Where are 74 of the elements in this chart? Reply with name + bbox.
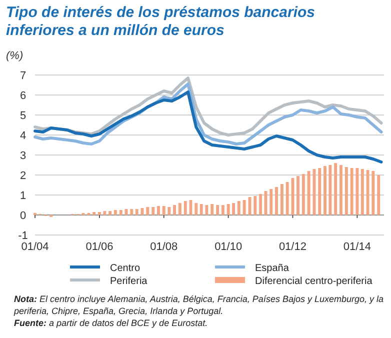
bar bbox=[264, 191, 268, 215]
bar bbox=[194, 203, 198, 215]
y-tick-label: 1 bbox=[20, 190, 26, 202]
bar bbox=[168, 207, 171, 215]
bar bbox=[372, 171, 375, 215]
bar bbox=[178, 203, 182, 215]
bar bbox=[356, 168, 359, 215]
bar bbox=[334, 163, 338, 215]
bar bbox=[242, 200, 246, 215]
bar bbox=[350, 168, 354, 215]
bar bbox=[216, 205, 220, 215]
x-tick-label: 01/04 bbox=[21, 241, 49, 253]
x-tick-label: 01/10 bbox=[214, 241, 242, 253]
bar bbox=[200, 204, 203, 215]
bar bbox=[318, 168, 322, 215]
bar bbox=[291, 178, 294, 215]
y-tick-label: 5 bbox=[20, 110, 26, 122]
bar bbox=[328, 165, 332, 215]
bar bbox=[254, 196, 257, 215]
source-note: Fuente: a partir de datos del BCE y de Eurostat. bbox=[14, 318, 208, 328]
legend-label: Diferencial centro-periferia bbox=[255, 276, 373, 287]
bar bbox=[366, 170, 370, 215]
bar bbox=[157, 206, 160, 215]
bar bbox=[237, 201, 240, 215]
bar bbox=[275, 187, 278, 215]
bar bbox=[302, 174, 305, 215]
line-series bbox=[34, 90, 383, 164]
bar bbox=[210, 204, 214, 215]
bar bbox=[162, 206, 166, 215]
y-tick-label: 7 bbox=[20, 70, 26, 82]
bar bbox=[232, 203, 236, 215]
bar bbox=[103, 211, 106, 215]
bar bbox=[344, 167, 348, 215]
bar bbox=[130, 209, 134, 215]
bar bbox=[92, 212, 96, 215]
legend-label: España bbox=[255, 263, 290, 274]
bar bbox=[226, 204, 230, 215]
bar bbox=[205, 205, 208, 215]
bar bbox=[296, 176, 300, 215]
bar bbox=[184, 201, 187, 215]
bar bbox=[119, 210, 122, 215]
y-tick-label: 4 bbox=[20, 130, 26, 142]
text: Nota: El centro incluye Alemania, Austria, Bélgica, Francia, Países Bajos y Luxemburgo, y la periferia, Chipre, España, Grecia, Irlanda y Portugal. bbox=[13, 294, 384, 316]
y-tick-label: 2 bbox=[20, 170, 26, 182]
x-tick-label: 01/08 bbox=[150, 241, 178, 253]
y-tick-label: 3 bbox=[20, 150, 26, 162]
y-tick-label: 0 bbox=[20, 210, 26, 222]
x-tick-label: 01/14 bbox=[343, 241, 371, 253]
bar bbox=[259, 194, 262, 215]
bar bbox=[114, 210, 117, 215]
chart-title: Tipo de interés de los préstamos bancarios inferiores a un millón de euros bbox=[6, 4, 315, 39]
bar bbox=[124, 209, 128, 215]
y-tick-label: -1 bbox=[18, 230, 28, 242]
bar bbox=[270, 189, 273, 215]
bar bbox=[98, 212, 101, 215]
bar bbox=[152, 207, 155, 215]
y-tick-label: 6 bbox=[20, 90, 26, 102]
line-series bbox=[34, 82, 383, 146]
bar bbox=[135, 209, 138, 215]
bar bbox=[360, 169, 364, 215]
bar bbox=[173, 205, 176, 215]
bar bbox=[286, 182, 289, 215]
bar bbox=[324, 166, 326, 215]
x-tick-label: 01/12 bbox=[278, 241, 306, 253]
bar bbox=[280, 184, 284, 215]
bar bbox=[146, 207, 150, 215]
bar bbox=[108, 211, 112, 215]
bar bbox=[377, 175, 380, 215]
legend-label: Centro bbox=[110, 263, 140, 274]
bar bbox=[339, 165, 342, 215]
bar bbox=[221, 205, 224, 215]
x-tick-label: 01/06 bbox=[86, 241, 114, 253]
legend-label: Periferia bbox=[110, 276, 148, 287]
y-axis-title: (%) bbox=[6, 50, 24, 62]
